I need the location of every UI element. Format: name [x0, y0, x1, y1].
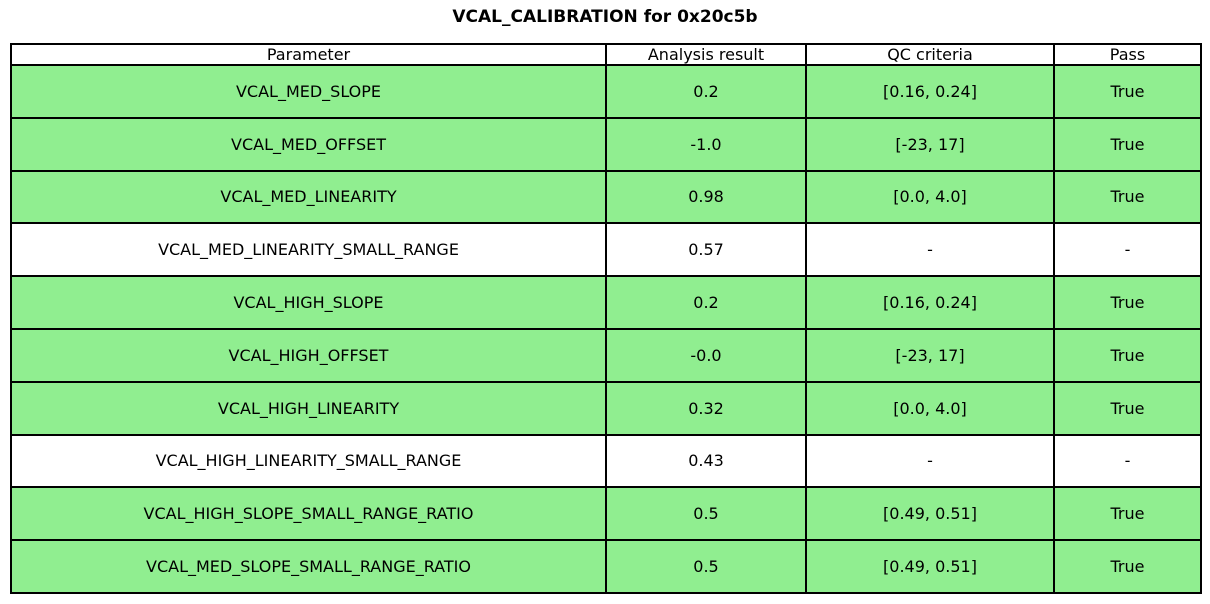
cell-analysis-result: -0.0	[605, 327, 807, 383]
column-header-qc-criteria: QC criteria	[805, 43, 1055, 66]
table-row: VCAL_MED_SLOPE 0.2 [0.16, 0.24] True	[10, 64, 1202, 119]
cell-pass: True	[1053, 380, 1202, 436]
table-row: VCAL_HIGH_OFFSET -0.0 [-23, 17] True	[10, 327, 1202, 383]
cell-pass: True	[1053, 169, 1202, 225]
cell-pass: True	[1053, 539, 1202, 594]
table-header-row: Parameter Analysis result QC criteria Pa…	[10, 43, 1202, 66]
column-header-analysis-result: Analysis result	[605, 43, 807, 66]
cell-pass: True	[1053, 486, 1202, 542]
cell-analysis-result: 0.43	[605, 433, 807, 489]
cell-qc-criteria: [0.16, 0.24]	[805, 64, 1055, 119]
cell-parameter: VCAL_HIGH_SLOPE	[10, 275, 607, 330]
column-header-parameter: Parameter	[10, 43, 607, 66]
cell-parameter: VCAL_MED_SLOPE	[10, 64, 607, 119]
cell-qc-criteria: [0.0, 4.0]	[805, 169, 1055, 225]
cell-qc-criteria: -	[805, 433, 1055, 489]
cell-qc-criteria: -	[805, 222, 1055, 278]
cell-pass: True	[1053, 327, 1202, 383]
cell-analysis-result: 0.98	[605, 169, 807, 225]
cell-qc-criteria: [0.0, 4.0]	[805, 380, 1055, 436]
cell-pass: True	[1053, 116, 1202, 172]
column-header-pass: Pass	[1053, 43, 1202, 66]
cell-parameter: VCAL_MED_LINEARITY_SMALL_RANGE	[10, 222, 607, 278]
cell-analysis-result: 0.57	[605, 222, 807, 278]
cell-parameter: VCAL_MED_OFFSET	[10, 116, 607, 172]
cell-analysis-result: 0.32	[605, 380, 807, 436]
cell-qc-criteria: [0.16, 0.24]	[805, 275, 1055, 330]
cell-qc-criteria: [0.49, 0.51]	[805, 486, 1055, 542]
cell-parameter: VCAL_HIGH_SLOPE_SMALL_RANGE_RATIO	[10, 486, 607, 542]
cell-parameter: VCAL_MED_LINEARITY	[10, 169, 607, 225]
cell-analysis-result: 0.2	[605, 64, 807, 119]
cell-pass: -	[1053, 433, 1202, 489]
cell-pass: True	[1053, 275, 1202, 330]
cell-qc-criteria: [-23, 17]	[805, 116, 1055, 172]
table-row: VCAL_MED_OFFSET -1.0 [-23, 17] True	[10, 116, 1202, 172]
cell-qc-criteria: [0.49, 0.51]	[805, 539, 1055, 594]
cell-qc-criteria: [-23, 17]	[805, 327, 1055, 383]
table-row: VCAL_MED_LINEARITY 0.98 [0.0, 4.0] True	[10, 169, 1202, 225]
cell-analysis-result: 0.2	[605, 275, 807, 330]
cell-parameter: VCAL_MED_SLOPE_SMALL_RANGE_RATIO	[10, 539, 607, 594]
table-row: VCAL_HIGH_SLOPE_SMALL_RANGE_RATIO 0.5 [0.4…	[10, 486, 1202, 542]
cell-analysis-result: 0.5	[605, 486, 807, 542]
figure-title: VCAL_CALIBRATION for 0x20c5b	[452, 7, 758, 27]
cell-analysis-result: 0.5	[605, 539, 807, 594]
cell-parameter: VCAL_HIGH_OFFSET	[10, 327, 607, 383]
cell-parameter: VCAL_HIGH_LINEARITY_SMALL_RANGE	[10, 433, 607, 489]
table-row: VCAL_MED_LINEARITY_SMALL_RANGE 0.57- -	[10, 222, 1202, 278]
cell-analysis-result: -1.0	[605, 116, 807, 172]
table-row: VCAL_HIGH_LINEARITY 0.32 [0.0, 4.0] True	[10, 380, 1202, 436]
qc-table: Parameter Analysis result QC criteria Pa…	[10, 43, 1202, 594]
table-body: VCAL_MED_SLOPE 0.2 [0.16, 0.24] True VCAL_ME…	[10, 64, 1202, 594]
table-row: VCAL_HIGH_SLOPE 0.2 [0.16, 0.24] True	[10, 275, 1202, 330]
table-row: VCAL_MED_SLOPE_SMALL_RANGE_RATIO 0.5 [0.49…	[10, 539, 1202, 594]
cell-pass: -	[1053, 222, 1202, 278]
table-row: VCAL_HIGH_LINEARITY_SMALL_RANGE 0.43- -	[10, 433, 1202, 489]
cell-parameter: VCAL_HIGH_LINEARITY	[10, 380, 607, 436]
cell-pass: True	[1053, 64, 1202, 119]
